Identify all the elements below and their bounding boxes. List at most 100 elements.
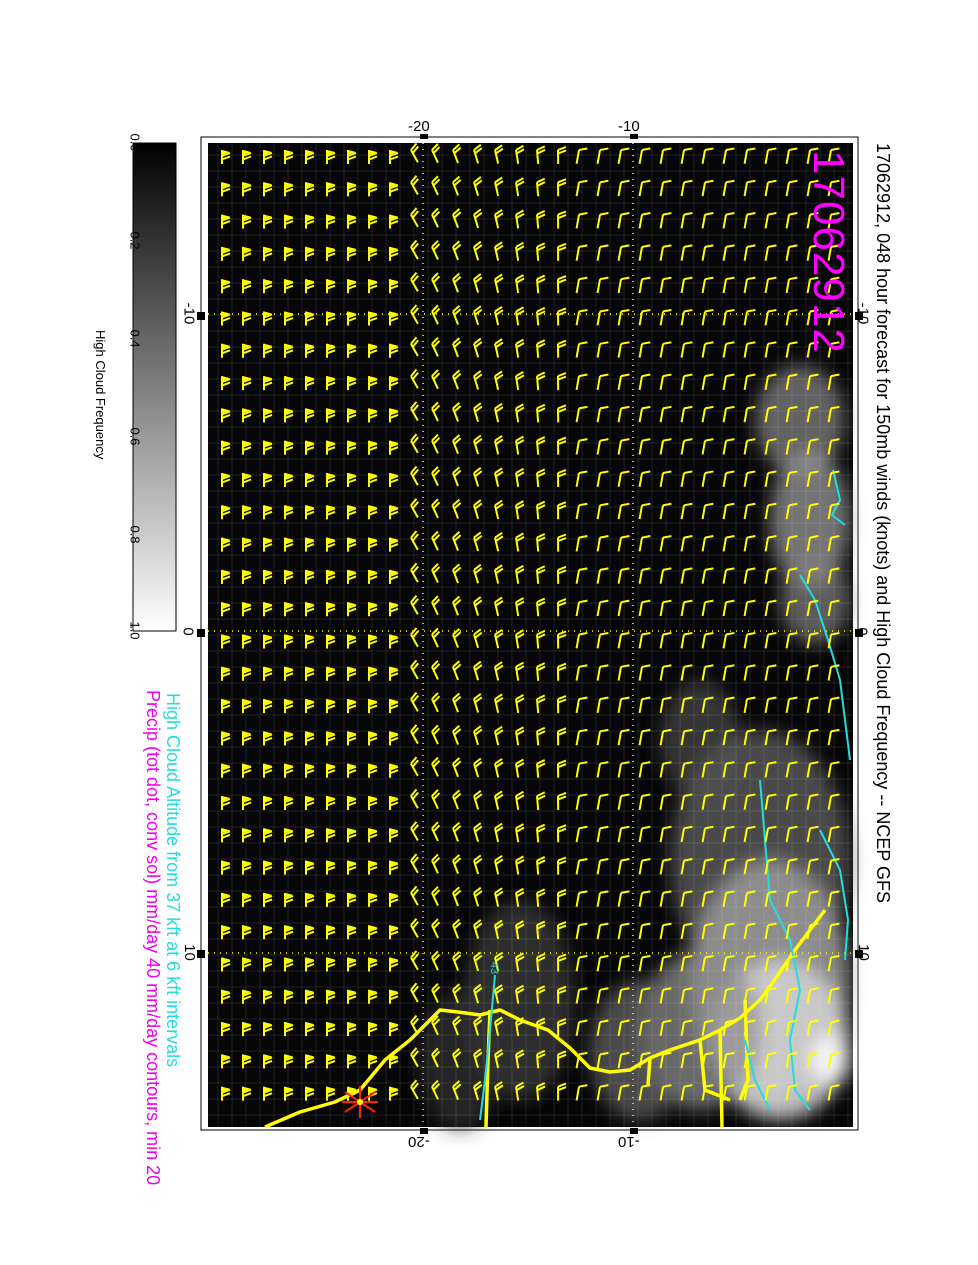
- wind-barb-icon: [575, 890, 588, 907]
- wind-barb-icon: [575, 244, 588, 261]
- wind-barb-icon: [827, 308, 840, 326]
- wind-barb-icon: [494, 273, 504, 294]
- wind-barb-icon: [347, 699, 357, 714]
- wind-barb-icon: [806, 1019, 819, 1037]
- wind-barb-icon: [221, 214, 231, 229]
- wind-barb-icon: [659, 664, 672, 681]
- wind-barb-icon: [263, 1086, 273, 1101]
- wind-barb-icon: [701, 147, 714, 164]
- wind-barb-icon: [368, 828, 378, 843]
- wind-barb-icon: [389, 1022, 399, 1037]
- wind-barb-icon: [722, 244, 735, 261]
- wind-barb-icon: [785, 438, 798, 455]
- wind-barb-icon: [515, 144, 525, 164]
- wind-barb-icon: [596, 793, 609, 810]
- wind-barb-icon: [242, 1022, 252, 1037]
- wind-barb-icon: [305, 214, 315, 229]
- wind-barb-icon: [221, 763, 231, 778]
- wind-barb-icon: [368, 505, 378, 520]
- wind-barb-icon: [575, 825, 588, 843]
- wind-barb-icon: [617, 1051, 630, 1069]
- wind-barb-icon: [368, 731, 378, 746]
- wind-barb-icon: [347, 473, 357, 487]
- wind-barb-icon: [806, 922, 819, 940]
- wind-barb-icon: [431, 530, 441, 551]
- wind-barb-icon: [827, 664, 840, 681]
- wind-barb-icon: [347, 1054, 357, 1069]
- wind-barb-icon: [617, 179, 630, 197]
- wind-barb-icon: [326, 731, 336, 746]
- wind-barb-icon: [659, 502, 672, 520]
- wind-barb-icon: [743, 535, 756, 552]
- wind-barb-icon: [242, 408, 252, 423]
- wind-barb-icon: [431, 821, 441, 842]
- wind-barb-icon: [368, 602, 378, 617]
- wind-barb-icon: [410, 659, 419, 680]
- wind-barb-icon: [680, 664, 693, 681]
- wind-barb-icon: [806, 535, 819, 552]
- wind-barb-icon: [536, 1017, 546, 1037]
- wind-barb-icon: [410, 595, 419, 615]
- wind-barb-icon: [596, 858, 609, 875]
- wind-barb-icon: [326, 214, 336, 229]
- wind-barb-icon: [536, 1049, 546, 1069]
- wind-barb-icon: [638, 373, 651, 391]
- lon-label-left: -10: [180, 302, 198, 325]
- wind-barb-icon: [806, 470, 819, 487]
- wind-barb-icon: [806, 599, 819, 617]
- wind-barb-icon: [701, 987, 714, 1004]
- wind-barb-icon: [305, 1022, 315, 1037]
- wind-barb-icon: [638, 696, 651, 714]
- wind-barb-icon: [701, 212, 714, 229]
- wind-barb-icon: [452, 498, 462, 519]
- wind-barb-icon: [806, 761, 819, 778]
- colorbar-title: High Cloud Frequency: [93, 330, 108, 460]
- wind-barb-icon: [680, 696, 693, 714]
- wind-barb-icon: [785, 631, 798, 649]
- wind-barb-icon: [827, 761, 840, 778]
- wind-barb-icon: [221, 1022, 231, 1037]
- wind-barb-icon: [410, 1047, 419, 1068]
- wind-barb-icon: [659, 1051, 672, 1069]
- wind-barb-icon: [659, 761, 672, 778]
- wind-barb-icon: [389, 763, 399, 778]
- contour-label: 43: [488, 961, 501, 975]
- wind-barb-icon: [452, 175, 462, 196]
- wind-barb-icon: [680, 147, 693, 164]
- wind-barb-icon: [722, 793, 735, 810]
- wind-barb-icon: [473, 822, 483, 842]
- wind-barb-icon: [575, 858, 588, 875]
- wind-barb-icon: [326, 343, 336, 358]
- wind-barb-icon: [221, 505, 231, 520]
- wind-barb-icon: [806, 147, 819, 164]
- wind-barb-icon: [431, 789, 441, 810]
- wind-barb-icon: [389, 505, 399, 520]
- wind-barb-icon: [242, 537, 252, 552]
- lon-label-right: 10: [854, 944, 872, 961]
- colorbar-tick: 0.6: [127, 427, 143, 446]
- wind-barb-icon: [494, 241, 504, 261]
- colorbar-tick: 0.0: [127, 133, 143, 152]
- wind-barb-icon: [617, 212, 630, 229]
- wind-barb-icon: [473, 240, 483, 261]
- wind-barb-icon: [221, 1086, 231, 1101]
- wind-barb-icon: [452, 628, 462, 648]
- wind-barb-icon: [743, 341, 756, 358]
- date-stamp: 17062912: [804, 150, 853, 354]
- wind-barb-icon: [263, 763, 273, 778]
- wind-barb-icon: [617, 470, 630, 487]
- wind-barb-icon: [722, 890, 735, 907]
- wind-barb-icon: [431, 143, 441, 164]
- wind-barb-icon: [410, 918, 419, 938]
- wind-barb-icon: [638, 405, 651, 423]
- wind-barb-icon: [575, 567, 588, 584]
- wind-barb-icon: [575, 276, 588, 294]
- wind-barb-icon: [659, 987, 672, 1004]
- wind-barb-icon: [557, 921, 567, 940]
- wind-barb-icon: [347, 440, 357, 455]
- wind-barb-icon: [806, 244, 819, 261]
- wind-barb-icon: [680, 341, 693, 358]
- wind-barb-icon: [305, 343, 315, 358]
- wind-barb-icon: [305, 311, 315, 326]
- wind-barb-icon: [827, 696, 840, 714]
